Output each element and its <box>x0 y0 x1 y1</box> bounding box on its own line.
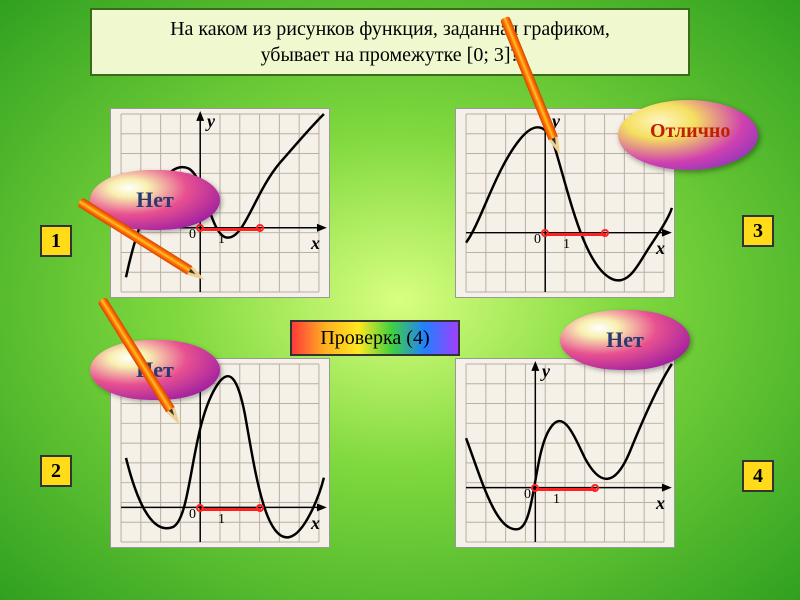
unit-label: 1 <box>563 237 570 253</box>
origin-label: 0 <box>534 232 541 248</box>
question-line1: На каком из рисунков функция, заданная г… <box>102 16 678 42</box>
interval-endpoint-0 <box>196 224 204 232</box>
origin-label: 0 <box>524 487 531 503</box>
interval-endpoint-0 <box>541 229 549 237</box>
x-axis-label: x <box>656 238 665 259</box>
interval-line <box>536 488 596 491</box>
interval-endpoint-1 <box>256 224 264 232</box>
interval-endpoint-0 <box>196 504 204 512</box>
x-axis-label: x <box>656 493 665 514</box>
check-button[interactable]: Проверка (4) <box>290 320 460 356</box>
chart-4: y x 0 1 <box>455 358 675 548</box>
unit-label: 1 <box>218 232 225 248</box>
interval-endpoint-0 <box>531 484 539 492</box>
unit-label: 1 <box>218 512 225 528</box>
feedback-excellent-text: Отлично <box>650 120 730 143</box>
question-line2: убывает на промежутке [0; 3]? <box>102 42 678 68</box>
interval-line <box>546 233 606 236</box>
option-2-button[interactable]: 2 <box>40 455 72 487</box>
interval-endpoint-1 <box>256 504 264 512</box>
option-3-button[interactable]: 3 <box>742 215 774 247</box>
y-axis-label: y <box>542 361 550 382</box>
unit-label: 1 <box>553 492 560 508</box>
origin-label: 0 <box>189 227 196 243</box>
feedback-no-3: Нет <box>560 310 690 370</box>
y-axis-label: y <box>207 111 215 132</box>
x-axis-label: x <box>311 513 320 534</box>
question-box: На каком из рисунков функция, заданная г… <box>90 8 690 76</box>
option-4-button[interactable]: 4 <box>742 460 774 492</box>
interval-line <box>201 508 261 511</box>
interval-endpoint-1 <box>601 229 609 237</box>
option-1-button[interactable]: 1 <box>40 225 72 257</box>
origin-label: 0 <box>189 507 196 523</box>
interval-line <box>201 228 261 231</box>
x-axis-label: x <box>311 233 320 254</box>
interval-endpoint-1 <box>591 484 599 492</box>
